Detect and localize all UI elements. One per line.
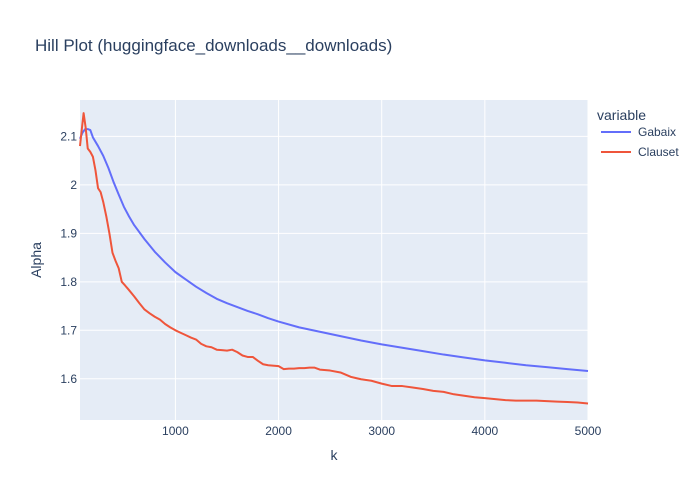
y-tick-label: 1.6	[60, 372, 77, 386]
legend-label: Gabaix	[638, 125, 676, 139]
series-line-clauset[interactable]	[79, 112, 589, 405]
y-axis-title: Alpha	[28, 242, 44, 278]
y-tick-label: 1.7	[60, 323, 77, 337]
y-tick-label: 1.8	[60, 275, 77, 289]
series-line-gabaix[interactable]	[79, 128, 589, 373]
x-tick-label: 2000	[265, 424, 292, 438]
chart-title: Hill Plot (huggingface_downloads__downlo…	[35, 36, 392, 55]
legend[interactable]: variable Gabaix Clauset	[597, 107, 679, 159]
x-tick-label: 3000	[368, 424, 395, 438]
y-tick-label: 2.1	[60, 129, 77, 143]
legend-title: variable	[597, 107, 646, 123]
axis-ticks: 1.6 1.7 1.8 1.9 2 2.1 1000 2000 3000 4000 5000	[60, 129, 601, 438]
y-tick-label: 2	[70, 178, 77, 192]
x-axis-title: k	[331, 447, 339, 463]
legend-items[interactable]: Gabaix Clauset	[601, 125, 679, 159]
series-lines	[79, 112, 589, 405]
plot-area	[80, 100, 588, 420]
y-tick-label: 1.9	[60, 226, 77, 240]
legend-item-clauset[interactable]: Clauset	[601, 145, 679, 159]
x-tick-label: 1000	[162, 424, 189, 438]
grid-lines	[80, 100, 589, 420]
legend-item-gabaix[interactable]: Gabaix	[601, 125, 676, 139]
legend-label: Clauset	[638, 145, 679, 159]
x-tick-label: 5000	[575, 424, 602, 438]
x-tick-label: 4000	[472, 424, 499, 438]
